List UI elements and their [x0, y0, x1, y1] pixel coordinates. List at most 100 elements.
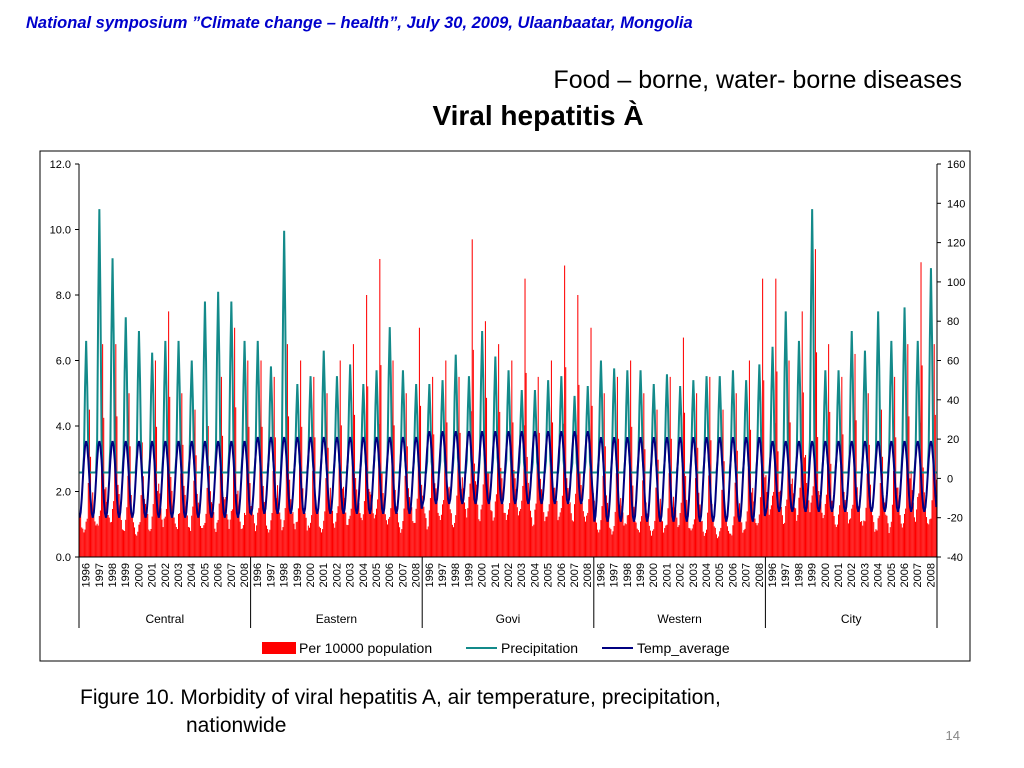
incidence-bar	[797, 514, 799, 557]
incidence-bar	[488, 473, 490, 557]
year-tick-label: 2003	[859, 563, 871, 587]
incidence-bar	[208, 465, 210, 557]
incidence-bar	[269, 529, 271, 557]
incidence-bar	[378, 424, 380, 557]
incidence-bar	[861, 521, 863, 557]
incidence-bar	[468, 496, 470, 557]
incidence-bar	[493, 517, 495, 557]
incidence-bar	[389, 516, 391, 557]
incidence-bar	[179, 513, 181, 557]
incidence-bar	[801, 311, 803, 558]
incidence-bar	[702, 531, 704, 557]
incidence-bar	[889, 527, 891, 557]
incidence-bar	[240, 529, 242, 557]
incidence-bar	[671, 507, 673, 557]
incidence-bar	[83, 532, 85, 557]
incidence-bar	[132, 522, 134, 557]
incidence-bar	[839, 505, 841, 557]
incidence-bar	[146, 514, 148, 557]
incidence-bar	[554, 487, 556, 557]
incidence-bar	[257, 512, 259, 557]
incidence-bar	[711, 504, 713, 557]
page-number: 14	[945, 728, 960, 743]
year-tick-label: 1998	[107, 563, 119, 587]
incidence-bar	[548, 504, 550, 557]
series-lines	[78, 209, 938, 522]
incidence-bar	[95, 525, 97, 557]
incidence-bar	[762, 278, 764, 558]
year-tick-label: 2005	[714, 563, 726, 587]
incidence-bar	[557, 520, 559, 557]
year-tick-label: 1999	[292, 563, 304, 587]
incidence-bar	[686, 499, 688, 557]
incidence-bar	[649, 530, 651, 557]
incidence-bar	[674, 507, 676, 557]
incidence-bar	[79, 513, 81, 557]
incidence-bar	[443, 500, 445, 557]
incidence-bar	[450, 513, 452, 557]
incidence-bar	[641, 516, 643, 557]
incidence-bar	[360, 517, 362, 557]
incidence-bar	[164, 516, 166, 557]
incidence-bar	[624, 523, 626, 557]
incidence-bar	[592, 493, 594, 557]
incidence-bar	[153, 463, 155, 557]
incidence-bar	[293, 523, 295, 557]
incidence-bar	[677, 527, 679, 557]
incidence-bar	[180, 473, 182, 557]
incidence-bar	[693, 519, 695, 557]
incidence-bar	[730, 533, 732, 557]
right-tick-label: 100	[947, 277, 965, 289]
incidence-bar	[361, 520, 363, 557]
incidence-bar	[680, 502, 682, 557]
incidence-bar	[231, 509, 233, 557]
incidence-bar	[570, 513, 572, 557]
incidence-bar	[766, 492, 768, 557]
incidence-bar	[875, 529, 877, 557]
incidence-bar	[687, 513, 689, 557]
incidence-bar	[779, 490, 781, 557]
incidence-bar	[854, 353, 856, 557]
incidence-bar	[81, 527, 83, 557]
legend-label-temperature: Temp_average	[637, 640, 730, 656]
incidence-bar	[594, 513, 596, 557]
incidence-bar	[369, 491, 371, 557]
incidence-bar	[388, 518, 390, 557]
year-tick-label: 1997	[265, 563, 277, 587]
incidence-bar	[567, 487, 569, 557]
year-tick-label: 2008	[411, 563, 423, 587]
incidence-bar	[465, 508, 467, 557]
incidence-bar	[230, 510, 232, 557]
incidence-bar	[608, 510, 610, 557]
incidence-bar	[213, 512, 215, 557]
incidence-bar	[676, 517, 678, 557]
incidence-bar	[923, 492, 925, 557]
incidence-bar	[467, 508, 469, 557]
incidence-bar	[833, 516, 835, 557]
incidence-bar	[556, 500, 558, 557]
incidence-bar	[786, 499, 788, 557]
incidence-bar	[695, 478, 697, 557]
incidence-bar	[784, 522, 786, 557]
incidence-bar	[403, 508, 405, 557]
incidence-bar	[402, 521, 404, 557]
incidence-bar	[761, 436, 763, 557]
incidence-bar	[480, 509, 482, 557]
incidence-bar	[113, 501, 115, 557]
incidence-bar	[517, 515, 519, 557]
incidence-bar	[472, 349, 474, 557]
incidence-bar	[758, 514, 760, 557]
incidence-bar	[437, 512, 439, 557]
incidence-bar	[217, 519, 219, 557]
incidence-bar	[876, 530, 878, 557]
incidence-bar	[490, 510, 492, 557]
incidence-bar	[246, 463, 248, 557]
incidence-bar	[638, 532, 640, 557]
year-tick-label: 2000	[648, 563, 660, 587]
incidence-bar	[387, 524, 389, 557]
incidence-bar	[337, 506, 339, 557]
incidence-bar	[212, 504, 214, 557]
incidence-bar	[774, 423, 776, 557]
incidence-bar	[334, 527, 336, 557]
incidence-bar	[625, 524, 627, 557]
